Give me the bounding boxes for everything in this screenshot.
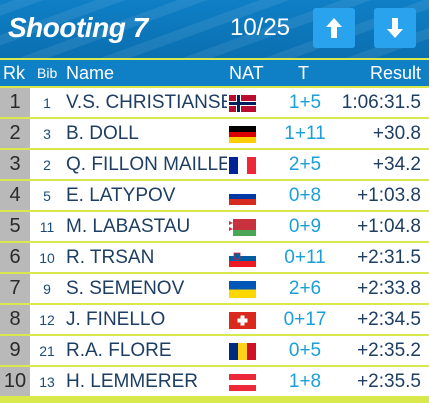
flag-romania-icon xyxy=(229,343,256,360)
table-row: 4 5 E. LATYPOV 0+8 +1:03.8 xyxy=(0,181,429,210)
time-result: +2:33.8 xyxy=(357,278,421,299)
next-button[interactable] xyxy=(374,8,416,48)
rank-cell: 8 xyxy=(0,305,30,334)
rank-cell: 3 xyxy=(0,150,30,179)
rank-cell: 2 xyxy=(0,119,30,148)
shooting-result: 0+8 xyxy=(288,185,322,206)
bib-cell: 5 xyxy=(43,188,51,204)
column-nation: NAT xyxy=(229,63,264,83)
column-name: Name xyxy=(66,63,115,83)
time-result: +30.8 xyxy=(372,123,421,144)
athlete-name: S. SEMENOV xyxy=(66,278,185,299)
shooting-result: 2+6 xyxy=(288,278,322,299)
bib-cell: 11 xyxy=(39,219,55,235)
column-result: Result xyxy=(369,63,421,83)
bib-cell: 13 xyxy=(39,374,55,390)
flag-austria-icon xyxy=(229,374,256,391)
previous-button[interactable] xyxy=(313,8,355,48)
table-row: 9 21 R.A. FLORE 0+5 +2:35.2 xyxy=(0,336,429,365)
arrow-down-icon xyxy=(387,18,403,38)
shooting-result: 1+11 xyxy=(284,123,326,144)
time-result: +2:34.5 xyxy=(357,309,421,330)
bib-cell: 12 xyxy=(39,312,55,328)
rank-cell: 10 xyxy=(0,367,30,396)
rank-cell: 7 xyxy=(0,274,30,303)
time-result: 1:06:31.5 xyxy=(341,92,421,113)
flag-slovenia-icon xyxy=(229,250,256,267)
athlete-name: R.A. FLORE xyxy=(66,340,172,361)
time-result: +2:35.5 xyxy=(357,371,421,392)
shooting-result: 2+5 xyxy=(288,154,322,175)
column-rank: Rk xyxy=(3,63,25,83)
table-row: 2 3 B. DOLL 1+11 +30.8 xyxy=(0,119,429,148)
bib-cell: 9 xyxy=(43,281,51,297)
flag-russia-icon xyxy=(229,188,256,205)
time-result: +2:35.2 xyxy=(357,340,421,361)
shooting-result: 1+8 xyxy=(288,371,322,392)
bib-cell: 21 xyxy=(39,343,55,359)
bib-cell: 3 xyxy=(43,126,51,142)
table-row: 7 9 S. SEMENOV 2+6 +2:33.8 xyxy=(0,274,429,303)
flag-germany-icon xyxy=(229,126,256,143)
time-result: +34.2 xyxy=(372,154,421,175)
athlete-name: J. FINELLO xyxy=(66,309,166,330)
time-result: +1:03.8 xyxy=(357,185,421,206)
athlete-name: B. DOLL xyxy=(66,123,139,144)
rank-cell: 4 xyxy=(0,181,30,210)
rank-cell: 9 xyxy=(0,336,30,365)
rank-cell: 1 xyxy=(0,88,30,117)
flag-belarus-icon xyxy=(229,219,256,236)
table-row: 5 11 M. LABASTAU 0+9 +1:04.8 xyxy=(0,212,429,241)
rank-cell: 5 xyxy=(0,212,30,241)
page-title: Shooting 7 xyxy=(8,12,148,43)
shooting-result: 0+9 xyxy=(288,216,322,237)
athlete-name: M. LABASTAU xyxy=(66,216,191,237)
table-row: 6 10 R. TRSAN 0+11 +2:31.5 xyxy=(0,243,429,272)
shooting-result: 0+5 xyxy=(288,340,322,361)
flag-ukraine-icon xyxy=(229,281,256,298)
column-header-row: Rk Bib Name NAT T Result xyxy=(0,60,429,86)
flag-norway-icon xyxy=(229,95,256,112)
athlete-name: V.S. CHRISTIANSEN xyxy=(66,92,227,113)
flag-switzerland-icon xyxy=(229,312,256,329)
shooting-result: 1+5 xyxy=(288,92,322,113)
page-counter: 10/25 xyxy=(229,14,291,41)
bib-cell: 2 xyxy=(43,157,51,173)
table-row: 10 13 H. LEMMERER 1+8 +2:35.5 xyxy=(0,367,429,396)
table-row: 1 1 V.S. CHRISTIANSEN 1+5 1:06:31.5 xyxy=(0,88,429,117)
shooting-result: 0+17 xyxy=(283,309,327,330)
bib-cell: 1 xyxy=(43,95,51,111)
arrow-up-icon xyxy=(326,18,342,38)
time-result: +1:04.8 xyxy=(357,216,421,237)
time-result: +2:31.5 xyxy=(357,247,421,268)
athlete-name: H. LEMMERER xyxy=(66,371,198,392)
column-shooting: T xyxy=(298,63,309,83)
athlete-name: Q. FILLON MAILLET xyxy=(66,154,227,175)
column-bib: Bib xyxy=(37,65,58,81)
rank-cell: 6 xyxy=(0,243,30,272)
athlete-name: E. LATYPOV xyxy=(66,185,176,206)
shooting-result: 0+11 xyxy=(284,247,326,268)
table-row: 8 12 J. FINELLO 0+17 +2:34.5 xyxy=(0,305,429,334)
header-bar: Shooting 7 10/25 xyxy=(0,0,429,58)
athlete-name: R. TRSAN xyxy=(66,247,155,268)
table-row: 3 2 Q. FILLON MAILLET 2+5 +34.2 xyxy=(0,150,429,179)
flag-france-icon xyxy=(229,157,256,174)
bib-cell: 10 xyxy=(39,250,55,266)
